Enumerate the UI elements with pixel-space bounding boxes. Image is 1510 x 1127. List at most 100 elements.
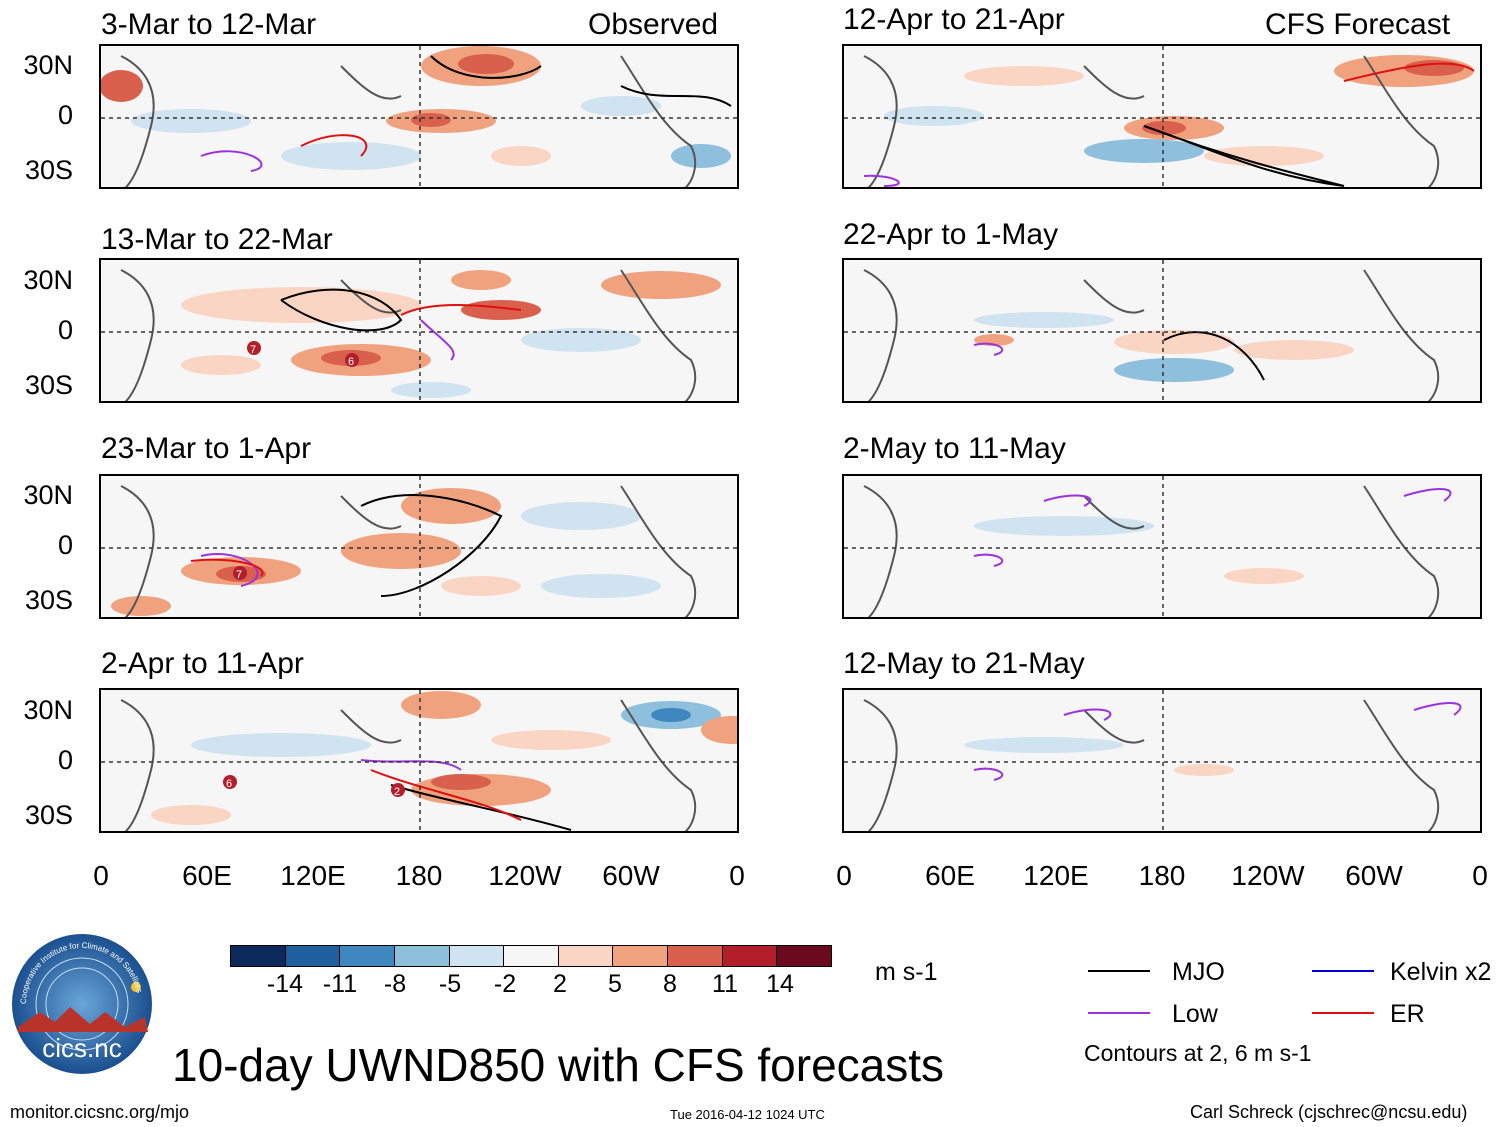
cics-logo: Cooperative Institute for Climate and Sa… [12,934,152,1074]
colorbar-label: 5 [608,970,622,998]
colorbar-swatch [558,946,614,966]
figure-title: 10-day UWND850 with CFS forecasts [172,1039,945,1091]
lat-label: 30N [23,695,73,725]
lon-label: 60W [602,860,660,891]
lat-label: 30N [23,480,73,510]
colorbar-swatch [231,946,286,966]
map-field [844,260,1480,401]
colorbar-units: m s-1 [875,958,938,986]
legend-er-line [1312,1012,1374,1014]
colorbar-swatch [668,946,723,966]
colorbar-label: -14 [266,970,304,998]
logo-text: cics.nc [42,1033,121,1063]
map-field: 6 2 [101,690,737,831]
colorbar [230,945,832,967]
lat-label: 30N [23,50,73,80]
panel-title-fcst-4: 12-May to 21-May [843,647,1085,680]
lat-label: 30S [24,155,73,185]
lon-label: 60E [925,860,975,891]
map-field: 7 [101,476,737,617]
storm-marker [345,353,359,367]
storm-marker-label: 6 [226,778,232,790]
panel-title-fcst-2: 22-Apr to 1-May [843,218,1059,251]
colorbar-swatch [285,946,341,966]
legend-mjo-line [1088,970,1150,972]
map-field [844,690,1480,831]
observed-tag: Observed [588,8,719,41]
lon-label: 120W [1231,860,1305,891]
storm-marker [223,775,237,789]
legend-low-line [1088,1012,1150,1014]
map-field [844,46,1480,187]
lat-label: 0 [57,530,73,560]
colorbar-label: 14 [766,970,794,998]
map-field [844,476,1480,617]
colorbar-label: -11 [322,970,358,998]
colorbar-swatch [613,946,669,966]
lon-label: 60E [182,860,232,891]
panel-title-obs-4: 2-Apr to 11-Apr [101,647,304,680]
storm-marker [247,341,261,355]
colorbar-swatch [340,946,395,966]
panel-title-obs-2: 13-Mar to 22-Mar [101,223,333,256]
storm-marker-label: 2 [394,786,400,798]
map-panel-fcst-3 [842,474,1482,619]
lat-label: 0 [57,100,73,130]
lat-label: 30S [24,585,73,615]
storm-marker [233,566,247,580]
colorbar-swatch [504,946,559,966]
colorbar-label: -5 [438,970,462,998]
panel-title-fcst-1: 12-Apr to 21-Apr [843,3,1065,36]
lon-label: 0 [729,860,745,891]
lat-label: 0 [57,745,73,775]
lon-label: 120E [280,860,346,891]
colorbar-label: 8 [663,970,677,998]
panel-title-fcst-3: 2-May to 11-May [843,432,1066,465]
storm-marker [391,783,405,797]
colorbar-swatch [394,946,450,966]
map-field: 7 6 [101,260,737,401]
map-field [101,46,737,187]
storm-marker-label: 7 [250,344,256,356]
lat-label: 30S [24,370,73,400]
legend-mjo-label: MJO [1172,958,1225,986]
map-panel-obs-3: 7 [99,474,739,619]
footer-url: monitor.cicsnc.org/mjo [10,1102,190,1122]
lat-label: 30S [24,800,73,830]
footer-author: Carl Schreck (cjschrec@ncsu.edu) [1190,1102,1468,1122]
lon-label: 0 [836,860,852,891]
lon-label: 120E [1023,860,1089,891]
colorbar-swatch [449,946,505,966]
map-panel-obs-2: 7 6 [99,258,739,403]
lon-label: 0 [1472,860,1488,891]
lat-label: 0 [57,315,73,345]
forecast-tag: CFS Forecast [1265,8,1451,41]
colorbar-label: -2 [493,970,517,998]
map-panel-obs-4: 6 2 [99,688,739,833]
colorbar-label: 11 [712,970,738,998]
panel-title-obs-3: 23-Mar to 1-Apr [101,432,312,465]
contour-note: Contours at 2, 6 m s-1 [1084,1040,1312,1066]
lon-label: 60W [1345,860,1403,891]
footer-timestamp: Tue 2016-04-12 1024 UTC [670,1107,825,1122]
legend-er-label: ER [1390,1000,1425,1028]
lon-label: 180 [1138,860,1186,891]
lat-label: 30N [23,265,73,295]
panel-title-obs-1: 3-Mar to 12-Mar [101,8,317,41]
colorbar-label: 2 [553,970,567,998]
colorbar-swatch [777,946,832,966]
colorbar-swatch [722,946,778,966]
map-panel-fcst-4 [842,688,1482,833]
map-panel-obs-1 [99,44,739,189]
legend-kelvin-label: Kelvin x2 [1390,958,1492,986]
legend-kelvin-line [1312,970,1374,972]
storm-marker-label: 6 [348,356,354,368]
legend-low-label: Low [1172,1000,1218,1028]
lon-label: 0 [93,860,109,891]
lon-label: 120W [488,860,562,891]
lon-label: 180 [395,860,443,891]
storm-marker-label: 7 [236,569,242,581]
sun-icon [131,982,141,992]
colorbar-label: -8 [383,970,407,998]
map-panel-fcst-1 [842,44,1482,189]
